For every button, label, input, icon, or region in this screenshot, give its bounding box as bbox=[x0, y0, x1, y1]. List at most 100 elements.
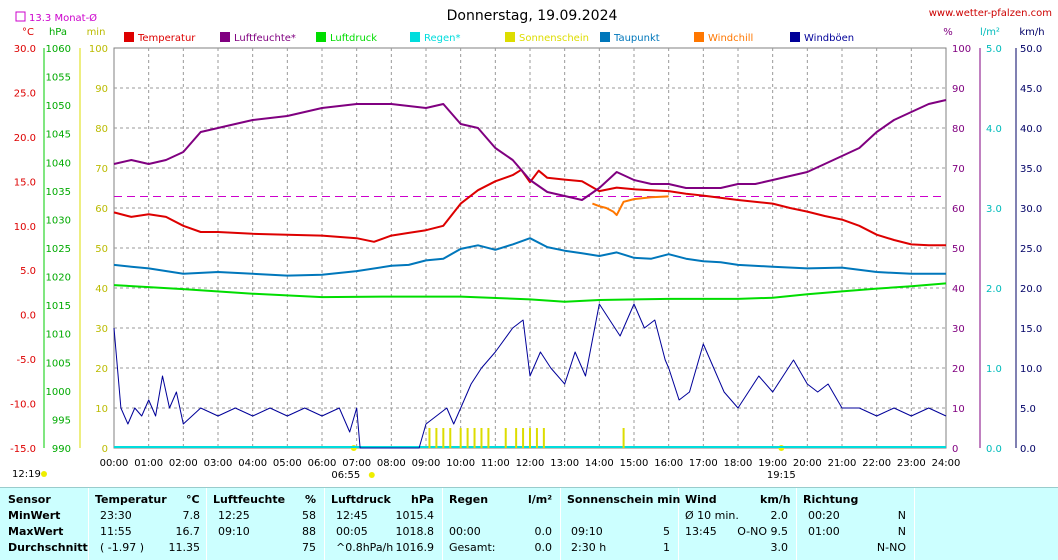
time-tick-label: 16:00 bbox=[654, 458, 683, 469]
temp-tick-label: 10.0 bbox=[14, 222, 36, 233]
time-tick-label: 05:00 bbox=[273, 458, 302, 469]
time-tick-label: 24:00 bbox=[932, 458, 961, 469]
stat-rain-val: 0.0 bbox=[534, 525, 553, 538]
stat-dir-time: 00:20 bbox=[808, 509, 840, 522]
stat-rain-time: Gesamt: bbox=[449, 541, 496, 554]
minutes-tick-label: 50 bbox=[95, 244, 108, 255]
monthly-avg-label: 13.3 Monat-Ø bbox=[29, 12, 97, 24]
time-tick-label: 19:00 bbox=[758, 458, 787, 469]
minutes-tick-label: 10 bbox=[95, 404, 108, 415]
minutes-tick-label: 80 bbox=[95, 124, 108, 135]
header-humidity-unit: % bbox=[305, 493, 317, 506]
humidity-tick-label: 0 bbox=[952, 444, 958, 455]
sunshine-bar bbox=[459, 428, 462, 448]
sunshine-bar bbox=[542, 428, 545, 448]
stat-wind-time: 13:45 bbox=[685, 525, 717, 538]
sunshine-bar bbox=[435, 428, 438, 448]
stat-press-val: 1016.9 bbox=[395, 541, 435, 554]
sunshine-bar bbox=[442, 428, 445, 448]
series-line-luftfeuchte bbox=[113, 99, 947, 201]
time-tick-label: 07:00 bbox=[342, 458, 371, 469]
humidity-tick-label: 70 bbox=[952, 164, 965, 175]
stat-dir-val: N bbox=[897, 509, 906, 522]
stat-temp-time: 23:30 bbox=[100, 509, 132, 522]
humidity-tick-label: 20 bbox=[952, 364, 965, 375]
stat-rain-val: 0.0 bbox=[534, 541, 553, 554]
legend-swatch bbox=[505, 32, 515, 42]
legend-swatch bbox=[790, 32, 800, 42]
unit-kmh: km/h bbox=[1019, 27, 1044, 38]
pressure-tick-label: 1055 bbox=[46, 73, 71, 84]
minutes-tick-label: 30 bbox=[95, 324, 108, 335]
daylength-label: 12:19 bbox=[12, 469, 41, 480]
unit-celsius: °C bbox=[22, 27, 34, 38]
sunshine-bar bbox=[428, 428, 431, 448]
sunshine-bar bbox=[515, 428, 518, 448]
humidity-tick-label: 50 bbox=[952, 244, 965, 255]
temp-tick-label: -15.0 bbox=[10, 444, 36, 455]
minutes-tick-label: 40 bbox=[95, 284, 108, 295]
pressure-tick-label: 1000 bbox=[46, 387, 71, 398]
header-direction: Richtung bbox=[803, 493, 859, 506]
stats-table: Sensor Temperatur °C Luftfeuchte % Luftd… bbox=[0, 487, 1058, 560]
time-tick-label: 18:00 bbox=[724, 458, 753, 469]
pressure-tick-label: 990 bbox=[52, 444, 71, 455]
sunshine-bar bbox=[449, 428, 452, 448]
header-rain-unit: l/m² bbox=[528, 493, 553, 506]
pressure-tick-label: 1020 bbox=[46, 273, 71, 284]
sunshine-bar bbox=[466, 428, 469, 448]
stat-temp-time: 11:55 bbox=[100, 525, 132, 538]
time-tick-label: 06:00 bbox=[308, 458, 337, 469]
stat-label: MinWert bbox=[8, 509, 61, 522]
wind-tick-label: 15.0 bbox=[1020, 324, 1042, 335]
stat-hum-val: 88 bbox=[302, 525, 316, 538]
legend-label: Taupunkt bbox=[613, 33, 660, 44]
stat-sun-time: 09:10 bbox=[571, 525, 603, 538]
stat-label: MaxWert bbox=[8, 525, 64, 538]
stat-press-val: 1015.4 bbox=[395, 509, 435, 522]
stat-press-time: 00:05 bbox=[336, 525, 368, 538]
stat-press-time: 12:45 bbox=[336, 509, 368, 522]
temp-tick-label: 0.0 bbox=[20, 311, 36, 322]
stat-wind-val: 2.0 bbox=[770, 509, 789, 522]
humidity-tick-label: 10 bbox=[952, 404, 965, 415]
pressure-tick-label: 1030 bbox=[46, 215, 71, 226]
minutes-tick-label: 90 bbox=[95, 84, 108, 95]
minutes-tick-label: 70 bbox=[95, 164, 108, 175]
temp-tick-label: 15.0 bbox=[14, 177, 36, 188]
separator bbox=[678, 488, 679, 560]
stat-rain-time: 00:00 bbox=[449, 525, 481, 538]
series-line-windchill bbox=[592, 195, 669, 217]
legend-label: Luftdruck bbox=[330, 33, 377, 44]
rain-tick-label: 3.0 bbox=[986, 204, 1002, 215]
time-tick-label: 14:00 bbox=[585, 458, 614, 469]
wind-tick-label: 25.0 bbox=[1020, 244, 1042, 255]
sunshine-bar bbox=[487, 428, 490, 448]
humidity-tick-label: 80 bbox=[952, 124, 965, 135]
legend-label: Windböen bbox=[804, 33, 854, 44]
pressure-tick-label: 995 bbox=[52, 415, 71, 426]
separator bbox=[560, 488, 561, 560]
rain-tick-label: 4.0 bbox=[986, 124, 1002, 135]
sunshine-bar bbox=[529, 428, 531, 448]
minutes-tick-label: 60 bbox=[95, 204, 108, 215]
time-tick-label: 04:00 bbox=[238, 458, 267, 469]
chart-title: Donnerstag, 19.09.2024 bbox=[447, 8, 618, 24]
daylength-icon bbox=[41, 471, 47, 477]
header-temperature-unit: °C bbox=[186, 493, 200, 506]
temp-tick-label: 20.0 bbox=[14, 133, 36, 144]
header-sunshine: Sonnenschein min bbox=[567, 493, 681, 506]
pressure-tick-label: 1005 bbox=[46, 358, 71, 369]
stat-dir-val: N bbox=[897, 525, 906, 538]
legend-swatch bbox=[410, 32, 420, 42]
time-tick-label: 00:00 bbox=[100, 458, 129, 469]
time-tick-label: 01:00 bbox=[134, 458, 163, 469]
legend-swatch bbox=[694, 32, 704, 42]
separator bbox=[442, 488, 443, 560]
sunrise-icon bbox=[368, 472, 375, 478]
time-tick-label: 17:00 bbox=[689, 458, 718, 469]
sunshine-bar bbox=[480, 428, 483, 448]
header-sensor: Sensor bbox=[8, 493, 51, 506]
time-tick-label: 11:00 bbox=[481, 458, 510, 469]
stat-sun-val: 5 bbox=[663, 525, 670, 538]
